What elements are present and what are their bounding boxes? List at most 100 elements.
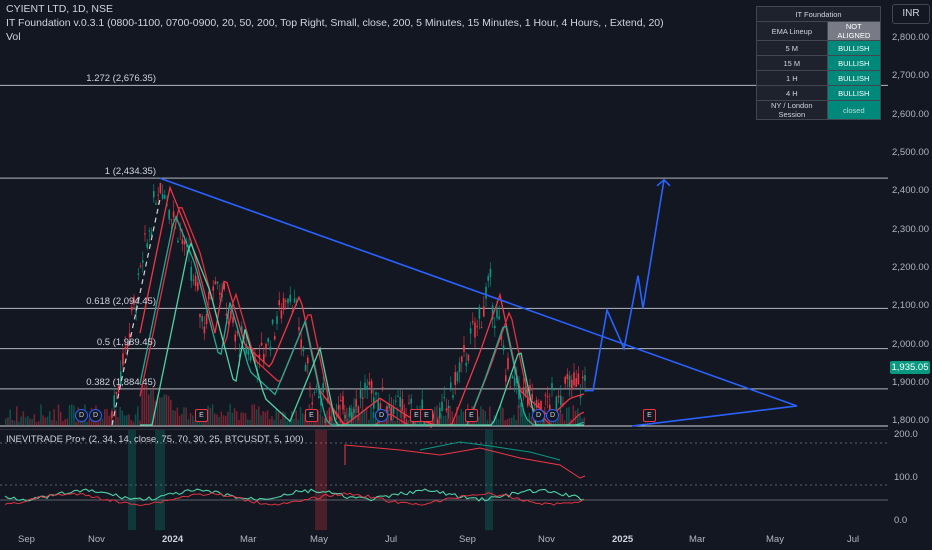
candle-body — [388, 404, 390, 409]
price-axis-label: 2,400.00 — [892, 185, 929, 197]
event-marker[interactable]: D — [546, 409, 559, 422]
volume-bar — [288, 419, 291, 426]
candle-body — [223, 283, 225, 290]
candle-body — [553, 388, 555, 390]
volume-bar — [106, 408, 108, 426]
volume-bar — [112, 420, 115, 426]
candle-body — [555, 396, 558, 410]
volume-bar — [546, 421, 548, 426]
volume-bar — [348, 413, 350, 426]
candle-body — [575, 378, 577, 388]
candle-body — [549, 404, 551, 412]
candle-body — [309, 386, 311, 388]
candle-body — [324, 419, 327, 423]
candle-body — [232, 317, 234, 323]
price-chart[interactable] — [0, 0, 888, 434]
candle-body — [447, 405, 450, 409]
event-marker[interactable]: E — [195, 409, 208, 422]
volume-bar — [176, 407, 179, 426]
volume-bar — [134, 414, 137, 426]
price-axis[interactable]: 2,800.00 2,700.00 2,600.00 2,500.00 2,400.00… — [888, 0, 932, 428]
candle-body — [254, 356, 256, 364]
candle-body — [238, 354, 241, 358]
volume-bar — [154, 400, 157, 426]
candle-body — [194, 275, 197, 287]
candle-body — [278, 300, 280, 306]
time-axis[interactable]: Sep Nov 2024 Mar May Jul Sep Nov 2025 Mar May Jul — [0, 530, 888, 550]
volume-bar — [555, 418, 557, 426]
volume-bar — [284, 412, 286, 426]
event-marker[interactable]: D — [75, 409, 88, 422]
candle-body — [403, 414, 406, 418]
candle-body — [496, 309, 498, 318]
candle-body — [524, 386, 527, 397]
candle-body — [458, 362, 461, 372]
volume-bar — [401, 408, 403, 426]
volume-bar — [420, 419, 423, 426]
volume-bar — [33, 414, 36, 426]
symbol-legend[interactable]: CYIENT LTD, 1D, NSE — [6, 3, 113, 15]
volume-bar — [71, 404, 73, 426]
candle-body — [190, 266, 192, 281]
event-marker[interactable]: D — [89, 409, 102, 422]
volume-bar — [143, 385, 146, 426]
candle-body — [241, 326, 243, 333]
candle-body — [128, 333, 131, 338]
volume-bar — [73, 405, 75, 426]
volume-bar — [524, 412, 526, 426]
time-axis-label: Jul — [847, 534, 860, 545]
volume-bar — [216, 414, 218, 426]
volume-bar — [242, 412, 245, 426]
candle-body — [342, 396, 344, 410]
candle-body — [263, 354, 265, 363]
volume-bar — [123, 415, 126, 426]
projection-path — [585, 179, 665, 392]
volume-bar — [53, 409, 55, 426]
volume-legend[interactable]: Vol — [6, 31, 21, 43]
candle-body — [502, 345, 505, 351]
candle-body — [568, 375, 571, 388]
indicator-green-line — [419, 441, 561, 461]
event-marker[interactable]: D — [532, 409, 545, 422]
candle-body — [298, 327, 300, 331]
volume-bar — [423, 421, 425, 426]
candle-body — [115, 392, 118, 395]
indicator-canvas[interactable] — [0, 430, 888, 530]
volume-bar — [249, 419, 251, 426]
candle-body — [148, 230, 151, 232]
indicator-legend[interactable]: IT Foundation v.0.3.1 (0800-1100, 0700-0… — [6, 17, 664, 29]
candle-body — [126, 344, 129, 348]
indicator-highlight — [485, 430, 493, 530]
volume-bar — [255, 409, 258, 426]
candle-body — [302, 346, 305, 352]
event-marker[interactable]: E — [420, 409, 433, 422]
volume-bar — [458, 415, 460, 426]
volume-bar — [583, 417, 586, 426]
candle-body — [573, 372, 575, 386]
time-axis-label: May — [766, 534, 784, 545]
volume-bar — [49, 411, 51, 426]
event-marker[interactable]: E — [305, 409, 318, 422]
candle-body — [410, 398, 412, 404]
indicator-pane[interactable] — [0, 429, 888, 530]
event-marker[interactable]: E — [465, 409, 478, 422]
indicator-pane-title[interactable]: INEVITRADE Pro+ (2, 34, 14, close, 75, 7… — [6, 434, 304, 445]
volume-bar — [359, 414, 361, 426]
indicator-axis-label: 0.0 — [894, 515, 908, 526]
candle-body — [469, 328, 472, 334]
volume-bar — [436, 405, 438, 426]
candle-body — [544, 394, 547, 396]
price-chart-canvas[interactable] — [0, 0, 888, 434]
volume-bar — [196, 419, 198, 426]
candle-body — [164, 195, 166, 199]
currency-button[interactable]: INR — [892, 4, 930, 24]
volume-bar — [244, 413, 247, 426]
fib-level-label: 0.5 (1,989.45) — [96, 336, 156, 348]
event-marker[interactable]: E — [643, 409, 656, 422]
volume-bar — [464, 421, 467, 426]
candle-body — [368, 381, 371, 385]
event-marker[interactable]: D — [375, 409, 388, 422]
candle-body — [155, 203, 157, 205]
candle-body — [430, 426, 432, 428]
indicator-axis[interactable]: 200.0 100.0 0.0 — [888, 429, 932, 529]
